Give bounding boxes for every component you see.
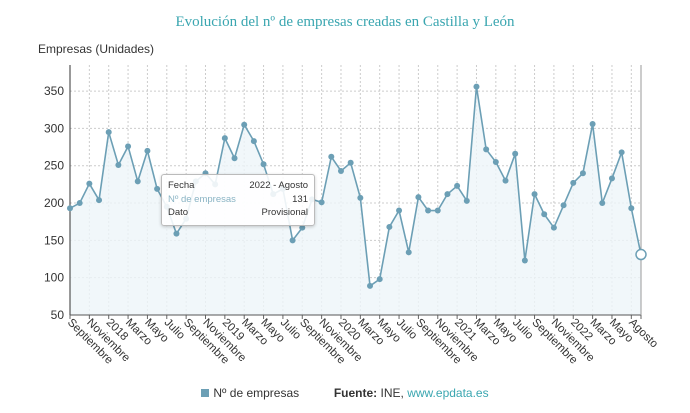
- data-point: [144, 147, 151, 154]
- data-point: [579, 170, 586, 177]
- data-point: [241, 121, 248, 128]
- data-point: [589, 120, 596, 127]
- data-point: [231, 155, 238, 162]
- data-point: [367, 282, 374, 289]
- data-point: [318, 199, 325, 206]
- tooltip-value-data: Provisional: [261, 207, 308, 218]
- data-point: [221, 135, 228, 142]
- data-point: [154, 185, 161, 192]
- data-point: [134, 178, 141, 185]
- tooltip-key-date: Fecha: [168, 180, 195, 191]
- data-point: [502, 177, 509, 184]
- data-point: [444, 191, 451, 198]
- data-point: [608, 175, 615, 182]
- tooltip-key-series: Nº de empresas: [168, 193, 236, 205]
- legend-swatch: [201, 389, 210, 397]
- data-point: [405, 249, 412, 256]
- data-point: [386, 223, 393, 230]
- series-area: [70, 86, 641, 316]
- tooltip-value-series: 131: [292, 193, 308, 205]
- source-text: INE,: [380, 386, 404, 400]
- data-point: [105, 129, 112, 136]
- data-point: [492, 159, 499, 166]
- data-point: [125, 143, 132, 150]
- data-point: [550, 224, 557, 231]
- tooltip-key-data: Dato: [168, 207, 189, 218]
- tooltip-value-date: 2022 - Agosto: [249, 180, 308, 191]
- data-point: [67, 205, 73, 212]
- y-tick-label: 100: [44, 271, 64, 285]
- data-point: [531, 191, 538, 198]
- data-point: [260, 161, 267, 168]
- data-point: [96, 197, 103, 204]
- data-point: [618, 149, 625, 156]
- y-tick-label: 200: [44, 196, 64, 210]
- data-point: [473, 83, 480, 90]
- source-label: Fuente:: [333, 386, 378, 400]
- data-point: [628, 205, 635, 212]
- data-point: [173, 230, 180, 237]
- data-point: [570, 179, 577, 186]
- data-point: [463, 197, 470, 204]
- data-point: [454, 182, 461, 189]
- data-point: [347, 159, 354, 166]
- data-point: [434, 207, 441, 214]
- data-point: [599, 200, 606, 207]
- data-point: [425, 207, 432, 214]
- data-point: [86, 180, 93, 187]
- y-tick-label: 250: [44, 159, 64, 173]
- y-tick-label: 300: [44, 121, 64, 135]
- legend: Nº de empresas Fuente: INE, www.epdata.e…: [0, 386, 690, 400]
- data-point: [328, 153, 335, 160]
- data-point: [289, 237, 296, 244]
- y-axis-label: Empresas (Unidades): [38, 42, 155, 56]
- data-point: [250, 138, 257, 145]
- data-point: [376, 276, 383, 283]
- data-point: [396, 207, 403, 214]
- data-point: [299, 224, 306, 231]
- data-point: [337, 167, 344, 174]
- legend-label[interactable]: Nº de empresas: [213, 386, 300, 400]
- source-link[interactable]: www.epdata.es: [407, 386, 489, 400]
- y-tick-label: 150: [44, 233, 64, 247]
- data-point: [560, 202, 567, 209]
- data-point: [357, 194, 364, 201]
- y-tick-label: 50: [51, 308, 65, 322]
- data-point: [541, 211, 548, 218]
- y-tick-label: 350: [44, 84, 64, 98]
- chart-title: Evolución del nº de empresas creadas en …: [175, 14, 515, 30]
- data-point: [76, 200, 83, 207]
- data-point: [512, 150, 519, 157]
- tooltip: Fecha 2022 - Agosto Nº de empresas 131 Dat…: [161, 174, 315, 226]
- data-point: [483, 146, 490, 153]
- data-point-highlighted: [635, 248, 647, 261]
- data-point: [521, 257, 528, 264]
- data-point: [415, 194, 422, 201]
- data-point: [115, 162, 122, 168]
